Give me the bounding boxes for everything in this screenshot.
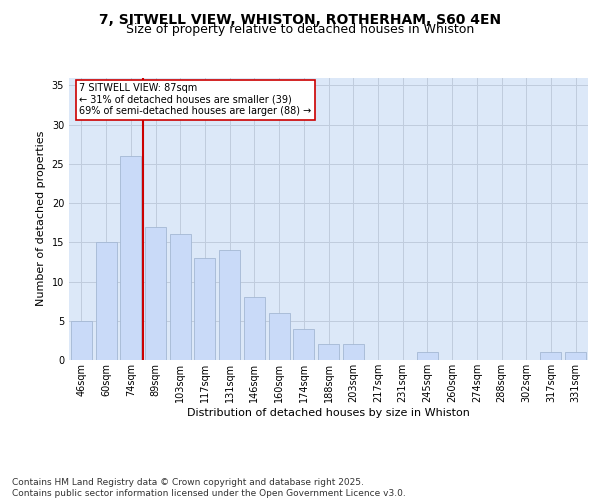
- Bar: [219, 250, 240, 360]
- X-axis label: Distribution of detached houses by size in Whiston: Distribution of detached houses by size …: [187, 408, 470, 418]
- Bar: [269, 313, 290, 360]
- Bar: [170, 234, 191, 360]
- Bar: [71, 321, 92, 360]
- Text: 7, SITWELL VIEW, WHISTON, ROTHERHAM, S60 4EN: 7, SITWELL VIEW, WHISTON, ROTHERHAM, S60…: [99, 12, 501, 26]
- Bar: [541, 352, 562, 360]
- Bar: [120, 156, 141, 360]
- Bar: [565, 352, 586, 360]
- Bar: [244, 297, 265, 360]
- Bar: [145, 226, 166, 360]
- Y-axis label: Number of detached properties: Number of detached properties: [36, 131, 46, 306]
- Bar: [343, 344, 364, 360]
- Bar: [293, 328, 314, 360]
- Bar: [194, 258, 215, 360]
- Bar: [95, 242, 116, 360]
- Bar: [318, 344, 339, 360]
- Text: Contains HM Land Registry data © Crown copyright and database right 2025.
Contai: Contains HM Land Registry data © Crown c…: [12, 478, 406, 498]
- Text: Size of property relative to detached houses in Whiston: Size of property relative to detached ho…: [126, 22, 474, 36]
- Bar: [417, 352, 438, 360]
- Text: 7 SITWELL VIEW: 87sqm
← 31% of detached houses are smaller (39)
69% of semi-deta: 7 SITWELL VIEW: 87sqm ← 31% of detached …: [79, 83, 311, 116]
